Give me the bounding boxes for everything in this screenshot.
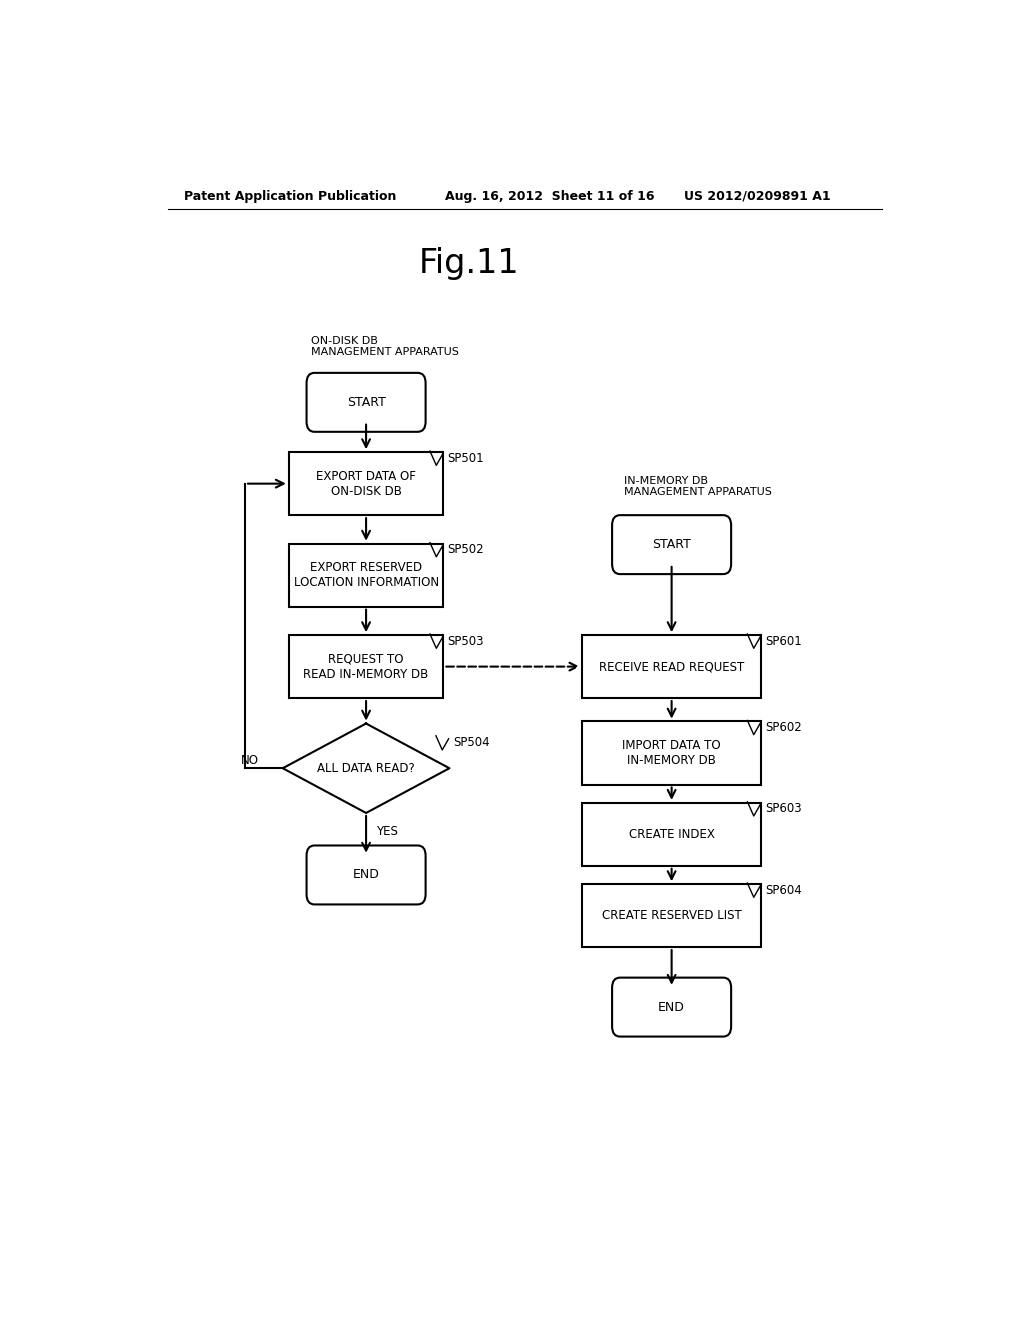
Text: REQUEST TO
READ IN-MEMORY DB: REQUEST TO READ IN-MEMORY DB (303, 652, 429, 681)
Bar (583, 803, 761, 866)
Text: YES: YES (376, 825, 397, 838)
Text: RECEIVE READ REQUEST: RECEIVE READ REQUEST (599, 660, 744, 673)
Text: EXPORT RESERVED
LOCATION INFORMATION: EXPORT RESERVED LOCATION INFORMATION (294, 561, 438, 589)
Text: SP503: SP503 (447, 635, 484, 648)
FancyBboxPatch shape (612, 515, 731, 574)
Text: SP602: SP602 (765, 721, 802, 734)
FancyBboxPatch shape (306, 846, 426, 904)
Text: START: START (652, 539, 691, 552)
Bar (289, 453, 443, 515)
Text: IN-MEMORY DB
MANAGEMENT APPARATUS: IN-MEMORY DB MANAGEMENT APPARATUS (624, 477, 772, 498)
Text: Patent Application Publication: Patent Application Publication (183, 190, 396, 202)
Text: SP601: SP601 (765, 635, 802, 648)
Text: ON-DISK DB
MANAGEMENT APPARATUS: ON-DISK DB MANAGEMENT APPARATUS (310, 335, 459, 358)
Text: SP604: SP604 (765, 883, 802, 896)
Text: END: END (658, 1001, 685, 1014)
Polygon shape (283, 723, 450, 813)
Text: US 2012/0209891 A1: US 2012/0209891 A1 (684, 190, 830, 202)
Text: SP603: SP603 (765, 803, 802, 816)
Text: IMPORT DATA TO
IN-MEMORY DB: IMPORT DATA TO IN-MEMORY DB (623, 739, 721, 767)
Bar (583, 884, 761, 948)
Bar (583, 722, 761, 784)
Bar (583, 635, 761, 698)
Bar (289, 544, 443, 607)
Text: SP502: SP502 (447, 544, 484, 556)
FancyBboxPatch shape (306, 372, 426, 432)
Text: NO: NO (241, 754, 259, 767)
Text: Aug. 16, 2012  Sheet 11 of 16: Aug. 16, 2012 Sheet 11 of 16 (445, 190, 655, 202)
Text: SP504: SP504 (454, 737, 490, 750)
Text: ALL DATA READ?: ALL DATA READ? (317, 762, 415, 775)
Text: START: START (347, 396, 385, 409)
Text: END: END (352, 869, 380, 882)
Text: CREATE INDEX: CREATE INDEX (629, 828, 715, 841)
Text: CREATE RESERVED LIST: CREATE RESERVED LIST (602, 909, 741, 923)
FancyBboxPatch shape (612, 978, 731, 1036)
Text: SP501: SP501 (447, 451, 484, 465)
Text: Fig.11: Fig.11 (419, 247, 519, 280)
Bar (289, 635, 443, 698)
Text: EXPORT DATA OF
ON-DISK DB: EXPORT DATA OF ON-DISK DB (316, 470, 416, 498)
